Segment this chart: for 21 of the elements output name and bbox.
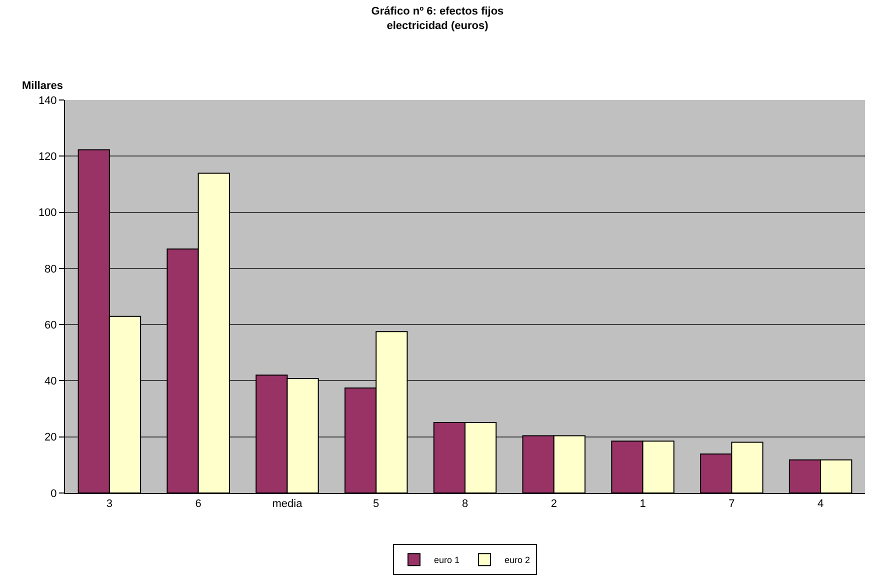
y-tick-label: 100 xyxy=(38,207,57,220)
x-tick-label: 4 xyxy=(817,498,824,510)
y-axis-title: Millares xyxy=(22,80,63,92)
x-tick-label: 5 xyxy=(373,498,380,510)
legend-label: euro 1 xyxy=(434,555,460,566)
x-tick-label: 1 xyxy=(640,498,646,510)
x-tick-label: 8 xyxy=(462,498,468,510)
x-tick-label: 6 xyxy=(195,498,202,510)
x-tick-label: media xyxy=(272,498,304,510)
y-tick-label: 0 xyxy=(50,488,57,500)
y-tick-label: 40 xyxy=(44,376,57,388)
legend-label: euro 2 xyxy=(504,555,530,566)
y-tick-label: 140 xyxy=(38,94,57,107)
x-tick-label: 3 xyxy=(106,498,113,510)
y-tick-label: 80 xyxy=(44,263,57,276)
chart-title: Gráfico nº 6: efectos fijos electricidad (euros) xyxy=(371,6,504,32)
y-tick-label: 20 xyxy=(44,432,57,444)
y-tick-label: 60 xyxy=(44,319,57,332)
x-tick-label: 2 xyxy=(550,498,557,510)
y-tick-label: 120 xyxy=(38,150,57,163)
x-tick-label: 7 xyxy=(728,498,735,510)
